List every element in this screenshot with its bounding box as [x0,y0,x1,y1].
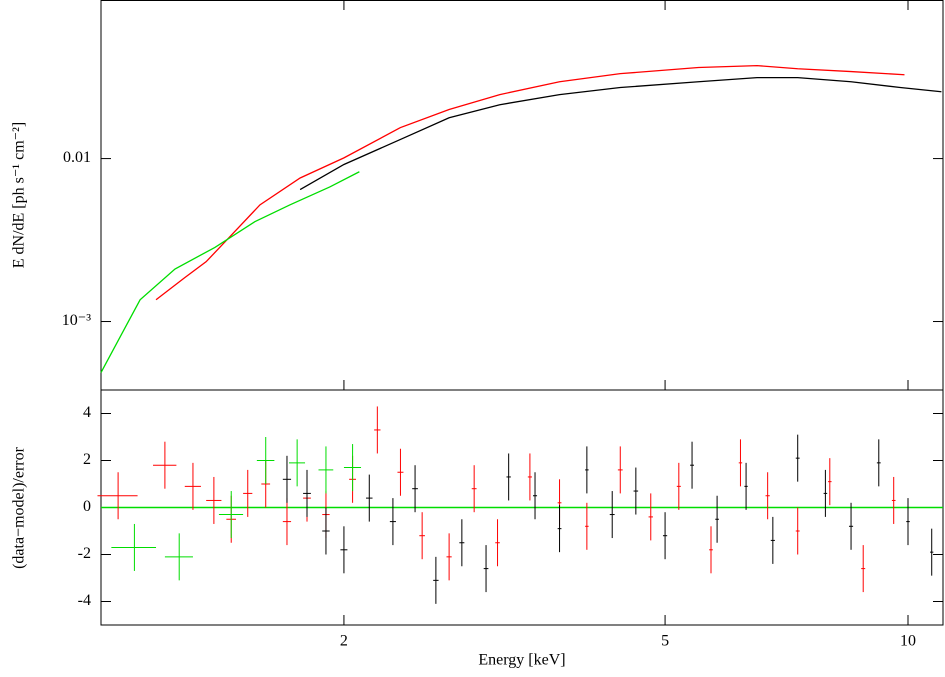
top-frame [100,0,944,391]
y-tick-label: 0.01 [63,149,91,166]
y-tick-label: 10⁻³ [62,312,91,329]
y-tick-label: 0 [83,498,91,515]
y-axis-label: (data−model)/error [11,446,28,569]
x-axis-label: Energy [keV] [478,652,565,669]
y-axis-label: E dN/dE [ph s⁻¹ cm⁻²] [11,122,28,268]
y-tick-label: 2 [83,451,91,468]
model-line [100,171,360,373]
x-tick-label: 5 [661,633,669,650]
model-line [299,76,942,191]
model-line [155,64,905,301]
y-tick-label: 4 [83,404,91,421]
y-tick-label: -2 [78,545,91,562]
x-tick-label: 2 [340,633,348,650]
x-tick-label: 10 [900,633,916,650]
y-tick-label: -4 [78,592,91,609]
